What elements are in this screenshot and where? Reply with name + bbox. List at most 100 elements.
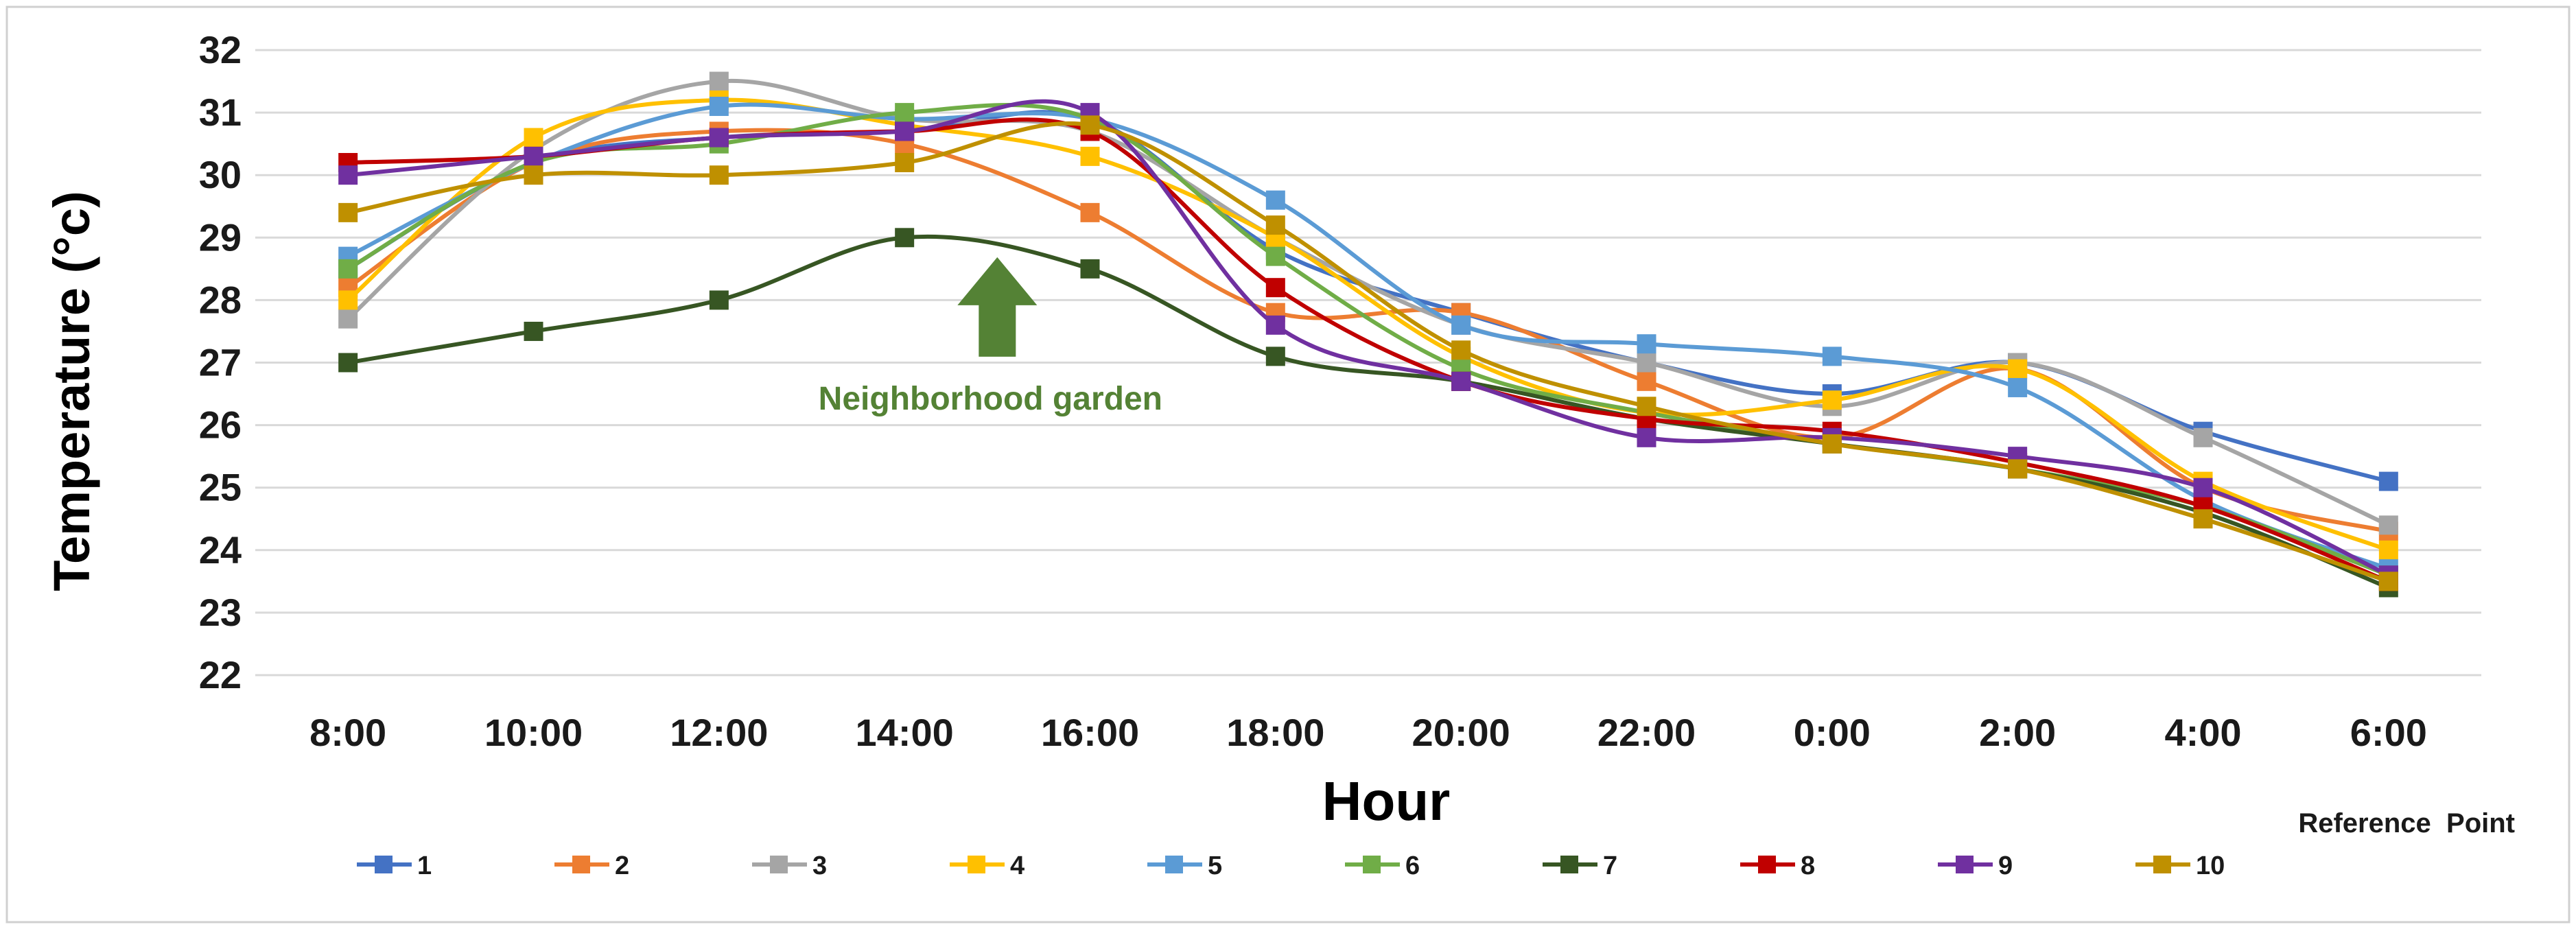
y-tick-label: 27 bbox=[199, 341, 242, 384]
data-point bbox=[1637, 353, 1656, 373]
data-point bbox=[2193, 478, 2213, 497]
y-tick-label: 31 bbox=[199, 91, 242, 134]
data-point bbox=[1265, 278, 1285, 298]
legend-marker bbox=[375, 856, 393, 873]
x-axis-title: Hour bbox=[1322, 771, 1451, 832]
legend-marker bbox=[1363, 856, 1381, 873]
legend-item: 3 bbox=[752, 851, 827, 880]
data-point bbox=[1265, 215, 1285, 235]
data-point bbox=[1080, 202, 1100, 222]
x-tick-label: 2:00 bbox=[1979, 711, 2056, 754]
data-point bbox=[524, 146, 543, 166]
x-axis-ticks: 8:00 10:00 12:00 14:00 16:00 18:00 20:00 22:00 0… bbox=[309, 711, 2427, 754]
annotation-label: Neighborhood garden bbox=[819, 381, 1162, 417]
data-point bbox=[1822, 346, 1842, 366]
x-tick-label: 10:00 bbox=[484, 711, 583, 754]
legend-marker bbox=[770, 856, 788, 873]
x-tick-label: 22:00 bbox=[1597, 711, 1696, 754]
legend-item: 7 bbox=[1543, 851, 1617, 880]
series-line bbox=[347, 99, 2390, 577]
series-5 bbox=[338, 96, 2398, 579]
up-arrow-icon bbox=[957, 257, 1038, 357]
data-point bbox=[338, 290, 358, 310]
legend-marker bbox=[1758, 856, 1776, 873]
data-point bbox=[895, 121, 915, 141]
data-point bbox=[2008, 459, 2028, 479]
x-tick-label: 16:00 bbox=[1041, 711, 1139, 754]
legend-marker bbox=[968, 856, 985, 873]
legend-label: 7 bbox=[1603, 851, 1617, 880]
data-point bbox=[1265, 346, 1285, 366]
legend-label: 1 bbox=[417, 851, 432, 880]
y-tick-label: 22 bbox=[199, 653, 242, 696]
x-tick-label: 8:00 bbox=[309, 711, 386, 754]
data-point bbox=[1637, 334, 1656, 354]
legend-label: 8 bbox=[1801, 851, 1815, 880]
legend-label: 5 bbox=[1208, 851, 1222, 880]
series-lines bbox=[338, 71, 2398, 598]
legend-item: 6 bbox=[1345, 851, 1420, 880]
data-point bbox=[1265, 315, 1285, 335]
legend-item: 4 bbox=[950, 851, 1024, 880]
data-point bbox=[1451, 315, 1471, 335]
y-tick-label: 32 bbox=[199, 28, 242, 71]
legend-label: 9 bbox=[1998, 851, 2013, 880]
y-tick-label: 30 bbox=[199, 153, 242, 196]
reference-point-note: Reference Point bbox=[2298, 808, 2515, 838]
data-point bbox=[1451, 371, 1471, 391]
data-point bbox=[524, 321, 543, 341]
legend: 1 2 3 4 5 6 7 8 9 10 bbox=[357, 851, 2225, 880]
data-point bbox=[1265, 246, 1285, 266]
x-tick-label: 0:00 bbox=[1794, 711, 1871, 754]
legend-label: 10 bbox=[2196, 851, 2225, 880]
legend-item: 5 bbox=[1147, 851, 1222, 880]
series-line bbox=[347, 121, 2389, 584]
data-point bbox=[524, 128, 543, 148]
data-point bbox=[1637, 397, 1656, 416]
data-point bbox=[338, 309, 358, 329]
legend-item: 8 bbox=[1740, 851, 1815, 880]
annotation-group: Neighborhood garden bbox=[819, 257, 1162, 417]
data-point bbox=[2008, 377, 2028, 397]
data-point bbox=[709, 96, 729, 116]
data-point bbox=[2378, 540, 2398, 560]
data-point bbox=[709, 290, 729, 310]
legend-item: 9 bbox=[1938, 851, 2013, 880]
x-tick-label: 14:00 bbox=[856, 711, 954, 754]
legend-marker bbox=[1165, 856, 1183, 873]
data-point bbox=[338, 353, 358, 373]
data-point bbox=[338, 202, 358, 222]
data-point bbox=[895, 103, 915, 123]
legend-marker bbox=[2153, 856, 2171, 873]
y-tick-label: 25 bbox=[199, 466, 242, 509]
data-point bbox=[2378, 515, 2398, 535]
y-tick-label: 29 bbox=[199, 215, 242, 259]
data-point bbox=[1822, 390, 1842, 410]
data-point bbox=[1451, 340, 1471, 360]
data-point bbox=[709, 165, 729, 185]
data-point bbox=[895, 152, 915, 172]
data-point bbox=[2378, 471, 2398, 491]
data-point bbox=[1080, 146, 1100, 166]
data-point bbox=[1265, 190, 1285, 210]
data-point bbox=[2193, 509, 2213, 529]
data-point bbox=[709, 71, 729, 91]
legend-label: 3 bbox=[812, 851, 827, 880]
data-point bbox=[2008, 359, 2028, 379]
x-tick-label: 18:00 bbox=[1226, 711, 1324, 754]
legend-marker bbox=[572, 856, 590, 873]
y-tick-label: 24 bbox=[199, 528, 242, 572]
legend-label: 6 bbox=[1405, 851, 1420, 880]
y-tick-label: 26 bbox=[199, 403, 242, 447]
x-tick-label: 12:00 bbox=[670, 711, 768, 754]
data-point bbox=[2193, 427, 2213, 447]
y-tick-label: 28 bbox=[199, 278, 242, 321]
x-tick-label: 6:00 bbox=[2350, 711, 2427, 754]
y-tick-label: 23 bbox=[199, 591, 242, 634]
legend-marker bbox=[1956, 856, 1974, 873]
data-point bbox=[524, 165, 543, 185]
chart-frame bbox=[5, 5, 2571, 924]
data-point bbox=[1637, 371, 1656, 391]
legend-marker bbox=[1560, 856, 1578, 873]
x-tick-label: 20:00 bbox=[1412, 711, 1510, 754]
